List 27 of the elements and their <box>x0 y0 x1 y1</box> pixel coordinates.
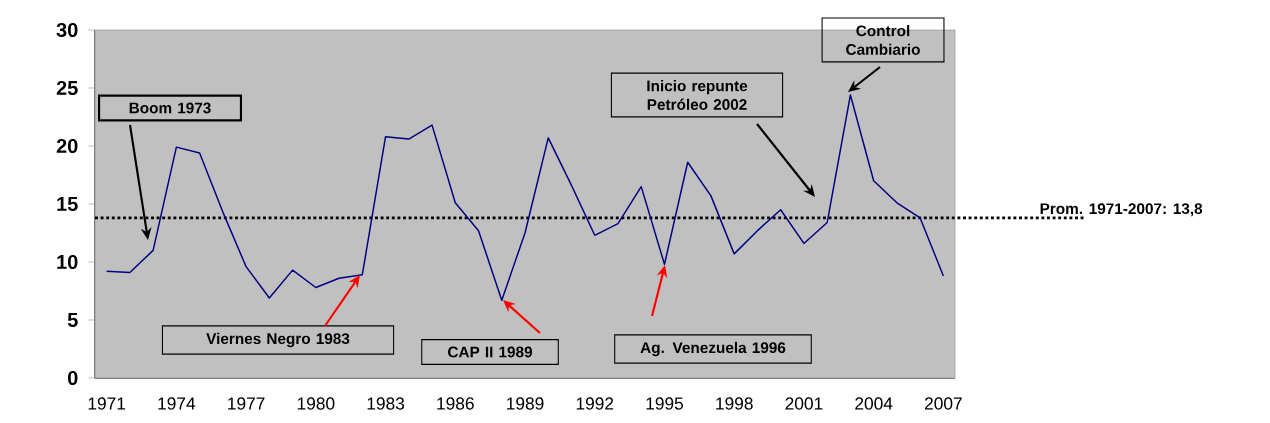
y-tick-label: 20 <box>56 138 78 154</box>
x-tick-label: 1980 <box>297 397 335 410</box>
y-tick-label: 5 <box>67 313 78 327</box>
y-tick-label: 0 <box>67 370 78 386</box>
x-tick-label: 1977 <box>228 397 265 410</box>
x-tick-label: 2007 <box>924 397 962 410</box>
annotation: Viernes Negro 1983 <box>206 332 350 348</box>
x-tick-label: 2001 <box>785 397 823 410</box>
x-tick-label: 1998 <box>716 397 753 410</box>
x-tick-label: 1971 <box>88 397 126 410</box>
annotation: Boom 1973 <box>129 102 211 114</box>
y-tick-label: 30 <box>56 22 78 38</box>
x-tick-label: 1992 <box>576 397 614 410</box>
ref-line-label: Prom. 1971-2007: 13,8 <box>1040 203 1203 217</box>
x-tick-label: 1989 <box>507 397 544 410</box>
x-tick-label: 1986 <box>437 397 474 410</box>
annotation: Inicio repunte Petróleo 2002 <box>647 80 748 110</box>
y-tick-label: 15 <box>57 197 78 211</box>
y-tick-label: 10 <box>57 254 78 270</box>
x-tick-label: 1983 <box>367 397 405 410</box>
y-tick-label: 25 <box>56 80 78 96</box>
x-tick-label: 2004 <box>855 397 893 410</box>
annotation: Ag. Venezuela 1996 <box>640 341 786 357</box>
x-tick-label: 1974 <box>158 397 196 410</box>
annotation: Control Cambiario <box>846 25 920 55</box>
x-tick-label: 1995 <box>646 397 684 410</box>
annotation: CAP II 1989 <box>448 346 533 358</box>
